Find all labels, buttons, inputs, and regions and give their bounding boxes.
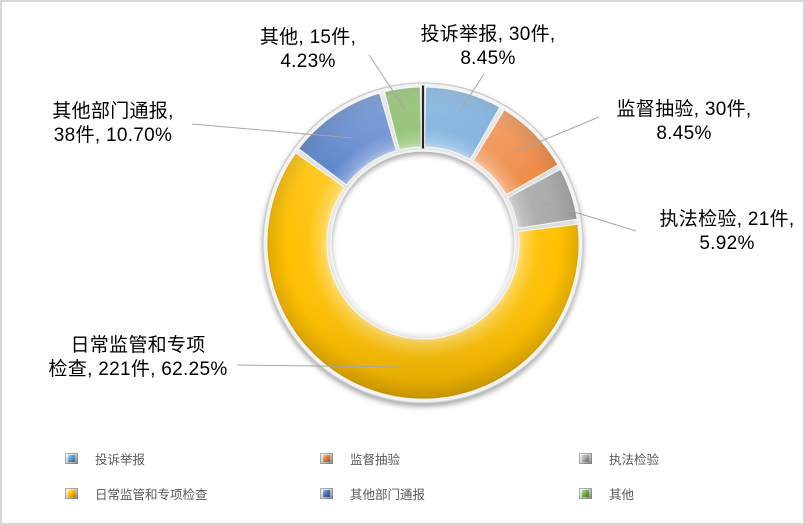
data-label-tousu-jubao: 投诉举报, 30件, 8.45% (408, 23, 568, 71)
legend-label: 执法检验 (609, 452, 660, 467)
leader-line-4 (191, 123, 353, 139)
legend-marker-color (582, 454, 589, 462)
legend-marker-icon (579, 452, 592, 464)
data-label-qita: 其他, 15件, 4.23% (227, 26, 389, 74)
legend-item-zhifa-jianyan: 执法检验 (579, 449, 659, 467)
legend-label: 其他 (609, 487, 635, 502)
data-label-richang-jianguan: 日常监管和专项 检查, 221件, 62.25% (40, 334, 236, 382)
legend-marker-icon (579, 487, 592, 499)
legend-marker-color (582, 489, 589, 497)
legend-label: 投诉举报 (95, 452, 146, 467)
legend-marker-icon (320, 452, 333, 464)
legend-marker-color (323, 454, 330, 462)
data-label-line2: 8.45% (460, 48, 516, 69)
data-label-line1: 其他, 15件, (259, 27, 357, 48)
data-label-line2: 8.45% (656, 123, 712, 144)
leader-line-2 (541, 201, 637, 232)
legend-item-richang-jianguan: 日常监管和专项检查 (65, 484, 208, 502)
leader-line-3 (236, 364, 400, 368)
data-label-jiandu-chouyan: 监督抽验, 30件, 8.45% (604, 98, 764, 146)
legend-item-qita: 其他 (579, 484, 634, 502)
data-label-line2: 5.92% (699, 233, 755, 254)
data-label-zhifa-jianyan: 执法检验, 21件, 5.92% (647, 208, 803, 256)
leader-line-1 (514, 116, 600, 153)
data-label-qita-bumen-tongbao: 其他部门通报, 38件, 10.70% (32, 100, 194, 148)
data-label-line1: 执法检验, 21件, (659, 209, 795, 230)
leader-line-0 (457, 73, 485, 115)
legend-marker-color (68, 489, 75, 497)
data-label-line1: 监督抽验, 30件, (616, 99, 752, 120)
data-label-line2: 4.23% (280, 51, 336, 72)
data-label-line2: 38件, 10.70% (53, 125, 173, 146)
legend-item-tousu-jubao: 投诉举报 (65, 449, 145, 467)
data-label-line1: 投诉举报, 30件, (420, 24, 556, 45)
legend-label: 日常监管和专项检查 (95, 487, 208, 502)
legend-marker-color (68, 454, 75, 462)
legend-marker-icon (320, 487, 333, 499)
legend-marker-icon (65, 487, 78, 499)
leader-line-5 (368, 54, 406, 110)
legend-marker-icon (65, 452, 78, 464)
legend-item-qita-bumen-tongbao: 其他部门通报 (320, 484, 425, 502)
data-label-line1: 其他部门通报, (52, 101, 174, 122)
data-label-line1: 日常监管和专项 (70, 335, 206, 356)
legend-label: 监督抽验 (350, 452, 401, 467)
legend-item-jiandu-chouyan: 监督抽验 (320, 449, 400, 467)
legend-label: 其他部门通报 (350, 487, 426, 502)
legend-marker-color (323, 489, 330, 497)
data-label-line2: 检查, 221件, 62.25% (48, 359, 228, 380)
